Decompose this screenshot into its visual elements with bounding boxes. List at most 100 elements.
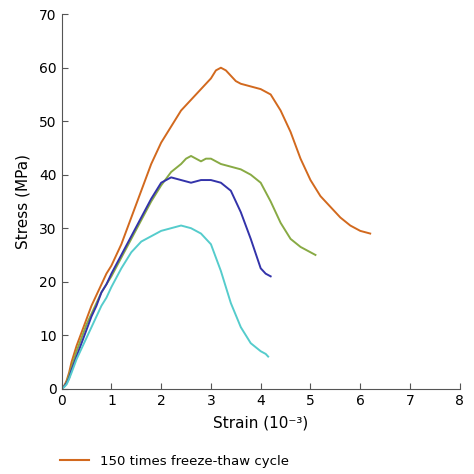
250 times freeze-thaw cycle [73,354,79,359]
150 times freeze-thaw cycle [198,86,204,92]
X-axis label: Strain (10⁻³): Strain (10⁻³) [213,416,308,431]
300 times freeze-thaw cycle [238,324,244,330]
200 times freeze-thaw cycle [93,300,100,306]
150 times freeze-thaw cycle [128,215,134,220]
Line: 250 times freeze-thaw cycle: 250 times freeze-thaw cycle [62,177,271,389]
250 times freeze-thaw cycle [218,180,224,186]
Line: 300 times freeze-thaw cycle: 300 times freeze-thaw cycle [62,226,268,389]
200 times freeze-thaw cycle [128,236,134,242]
250 times freeze-thaw cycle [61,383,67,389]
250 times freeze-thaw cycle [66,375,72,381]
250 times freeze-thaw cycle [258,265,264,271]
150 times freeze-thaw cycle [138,188,144,193]
150 times freeze-thaw cycle [208,75,214,81]
200 times freeze-thaw cycle [118,255,124,261]
300 times freeze-thaw cycle [61,384,67,390]
300 times freeze-thaw cycle [118,265,124,271]
200 times freeze-thaw cycle [208,156,214,162]
300 times freeze-thaw cycle [158,228,164,234]
150 times freeze-thaw cycle [93,292,100,298]
250 times freeze-thaw cycle [99,290,104,295]
200 times freeze-thaw cycle [138,218,144,223]
200 times freeze-thaw cycle [193,156,199,162]
150 times freeze-thaw cycle [298,156,303,162]
300 times freeze-thaw cycle [168,225,174,231]
250 times freeze-thaw cycle [89,314,94,319]
300 times freeze-thaw cycle [93,314,100,319]
250 times freeze-thaw cycle [138,215,144,220]
300 times freeze-thaw cycle [83,335,89,341]
250 times freeze-thaw cycle [158,180,164,186]
200 times freeze-thaw cycle [248,172,254,178]
Y-axis label: Stress (MPa): Stress (MPa) [16,154,31,249]
200 times freeze-thaw cycle [258,180,264,186]
250 times freeze-thaw cycle [248,236,254,242]
300 times freeze-thaw cycle [73,356,79,362]
200 times freeze-thaw cycle [288,236,293,242]
150 times freeze-thaw cycle [228,73,234,79]
300 times freeze-thaw cycle [198,231,204,237]
150 times freeze-thaw cycle [337,215,343,220]
250 times freeze-thaw cycle [208,177,214,183]
250 times freeze-thaw cycle [64,381,70,386]
300 times freeze-thaw cycle [248,340,254,346]
200 times freeze-thaw cycle [308,249,313,255]
150 times freeze-thaw cycle [64,378,70,383]
150 times freeze-thaw cycle [109,263,114,268]
200 times freeze-thaw cycle [178,161,184,167]
200 times freeze-thaw cycle [64,379,70,385]
150 times freeze-thaw cycle [103,271,109,276]
200 times freeze-thaw cycle [148,199,154,204]
150 times freeze-thaw cycle [69,359,74,365]
150 times freeze-thaw cycle [258,86,264,92]
200 times freeze-thaw cycle [298,244,303,250]
250 times freeze-thaw cycle [228,188,234,193]
300 times freeze-thaw cycle [228,300,234,306]
150 times freeze-thaw cycle [168,124,174,129]
250 times freeze-thaw cycle [93,303,100,309]
200 times freeze-thaw cycle [268,199,273,204]
300 times freeze-thaw cycle [79,346,84,351]
150 times freeze-thaw cycle [278,108,283,113]
200 times freeze-thaw cycle [158,182,164,188]
150 times freeze-thaw cycle [238,81,244,87]
200 times freeze-thaw cycle [218,161,224,167]
300 times freeze-thaw cycle [138,239,144,245]
150 times freeze-thaw cycle [148,161,154,167]
150 times freeze-thaw cycle [213,68,219,73]
200 times freeze-thaw cycle [89,311,94,317]
200 times freeze-thaw cycle [188,153,194,159]
200 times freeze-thaw cycle [99,290,104,295]
150 times freeze-thaw cycle [99,282,104,287]
200 times freeze-thaw cycle [79,335,84,341]
150 times freeze-thaw cycle [178,108,184,113]
150 times freeze-thaw cycle [218,65,224,71]
150 times freeze-thaw cycle [66,370,72,375]
150 times freeze-thaw cycle [158,140,164,146]
300 times freeze-thaw cycle [208,241,214,247]
300 times freeze-thaw cycle [178,223,184,228]
Line: 150 times freeze-thaw cycle: 150 times freeze-thaw cycle [62,68,370,389]
150 times freeze-thaw cycle [357,228,363,234]
300 times freeze-thaw cycle [66,376,72,382]
250 times freeze-thaw cycle [103,282,109,287]
150 times freeze-thaw cycle [288,129,293,135]
250 times freeze-thaw cycle [238,210,244,215]
200 times freeze-thaw cycle [69,365,74,370]
250 times freeze-thaw cycle [188,180,194,186]
300 times freeze-thaw cycle [109,284,114,290]
200 times freeze-thaw cycle [109,273,114,279]
200 times freeze-thaw cycle [278,220,283,226]
250 times freeze-thaw cycle [128,233,134,239]
150 times freeze-thaw cycle [248,83,254,89]
250 times freeze-thaw cycle [178,177,184,183]
200 times freeze-thaw cycle [59,386,64,392]
150 times freeze-thaw cycle [188,97,194,103]
200 times freeze-thaw cycle [198,158,204,164]
300 times freeze-thaw cycle [263,351,268,357]
300 times freeze-thaw cycle [99,303,104,309]
200 times freeze-thaw cycle [168,169,174,175]
150 times freeze-thaw cycle [79,330,84,336]
200 times freeze-thaw cycle [66,373,72,378]
200 times freeze-thaw cycle [183,156,189,162]
